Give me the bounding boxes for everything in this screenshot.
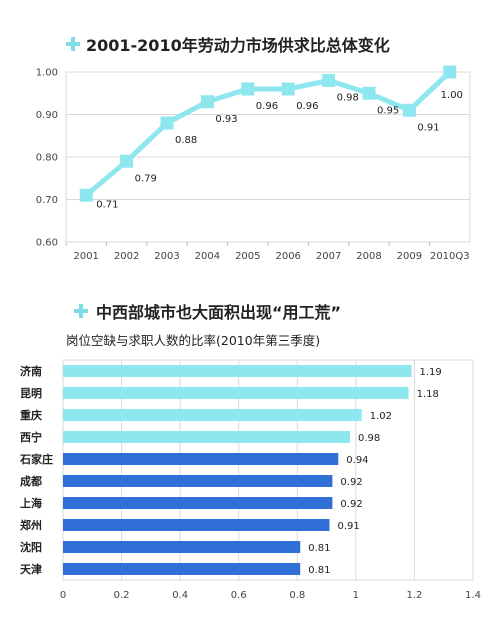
data-point [241, 82, 255, 96]
x-tick-label: 2002 [114, 251, 139, 262]
x-tick-label: 2003 [154, 251, 179, 262]
data-label: 0.98 [358, 433, 380, 444]
data-label: 0.96 [296, 101, 318, 112]
data-point [281, 82, 295, 96]
x-tick-label: 2007 [316, 251, 341, 262]
x-tick-label: 0.8 [289, 590, 305, 601]
cross-icon [66, 37, 80, 51]
chart2-title: 中西部城市也大面积出现“用工荒” [96, 303, 341, 322]
category-label: 西宁 [20, 430, 42, 444]
category-label: 重庆 [20, 408, 42, 422]
data-label: 0.91 [417, 122, 439, 133]
data-label: 0.79 [135, 173, 157, 184]
x-tick-label: 2006 [275, 251, 300, 262]
data-label: 0.81 [308, 543, 330, 554]
data-label: 0.92 [340, 499, 362, 510]
x-tick-label: 0.2 [114, 590, 130, 601]
y-tick-label: 0.70 [36, 195, 58, 206]
x-tick-label: 0.6 [231, 590, 247, 601]
chart2-subtitle: 岗位空缺与求职人数的比率(2010年第三季度) [66, 333, 320, 348]
line-chart: 0.60 0.70 0.80 0.90 1.00 2001 2002 2003 2004 2005… [36, 65, 471, 262]
bar [63, 541, 301, 553]
bar [63, 475, 333, 487]
x-tick-label: 1.4 [465, 590, 481, 601]
data-label: 0.71 [96, 199, 118, 210]
data-label: 0.95 [377, 105, 399, 116]
data-label: 1.00 [441, 90, 463, 101]
data-point [79, 188, 93, 202]
data-label: 1.18 [417, 389, 439, 400]
data-label: 0.96 [256, 101, 278, 112]
data-label: 0.81 [308, 565, 330, 576]
data-point [443, 65, 457, 79]
data-label: 0.88 [175, 135, 197, 146]
bar [63, 387, 409, 399]
data-label: 0.92 [340, 477, 362, 488]
x-tick-label: 0.4 [172, 590, 188, 601]
category-label: 郑州 [20, 518, 42, 532]
data-point [362, 86, 376, 100]
data-point [200, 95, 214, 109]
chart1-title-group: 2001-2010年劳动力市场供求比总体变化 [66, 36, 390, 55]
x-tick-label: 2001 [73, 251, 98, 262]
bar [63, 563, 301, 575]
bar [63, 365, 412, 377]
category-label: 成都 [20, 474, 42, 488]
bar [63, 519, 330, 531]
bar [63, 497, 333, 509]
data-label: 0.94 [346, 455, 368, 466]
bar [63, 453, 339, 465]
data-label: 0.98 [337, 93, 359, 104]
x-tick-label: 2010Q3 [430, 251, 470, 262]
bar [63, 409, 362, 421]
category-label: 石家庄 [19, 452, 53, 466]
chart1-title: 2001-2010年劳动力市场供求比总体变化 [86, 36, 390, 55]
data-point [402, 103, 416, 117]
data-label: 0.91 [338, 521, 360, 532]
data-point [322, 74, 336, 87]
x-tick-label: 1.2 [406, 590, 422, 601]
x-tick-label: 2004 [195, 251, 220, 262]
data-label: 0.93 [215, 114, 237, 125]
y-tick-label: 0.60 [36, 238, 58, 249]
data-point [160, 116, 174, 130]
series-line [84, 70, 452, 198]
category-label: 上海 [20, 496, 42, 510]
category-label: 昆明 [20, 387, 42, 400]
bar [63, 431, 350, 443]
x-tick-label: 0 [60, 590, 66, 601]
data-point [120, 154, 134, 168]
x-tick-label: 1 [353, 590, 359, 601]
chart2-title-group: 中西部城市也大面积出现“用工荒” 岗位空缺与求职人数的比率(2010年第三季度) [66, 303, 341, 348]
x-tick-label: 2009 [397, 251, 422, 262]
data-label: 1.02 [370, 411, 392, 422]
x-tick-label: 2008 [356, 251, 381, 262]
data-label: 1.19 [420, 367, 442, 378]
category-label: 天津 [20, 562, 42, 576]
y-tick-label: 0.90 [36, 110, 58, 121]
category-label: 沈阳 [20, 540, 42, 554]
y-tick-label: 1.00 [36, 68, 58, 79]
category-label: 济南 [20, 364, 42, 378]
x-tick-label: 2005 [235, 251, 260, 262]
y-tick-label: 0.80 [36, 153, 58, 164]
cross-icon [74, 304, 88, 318]
